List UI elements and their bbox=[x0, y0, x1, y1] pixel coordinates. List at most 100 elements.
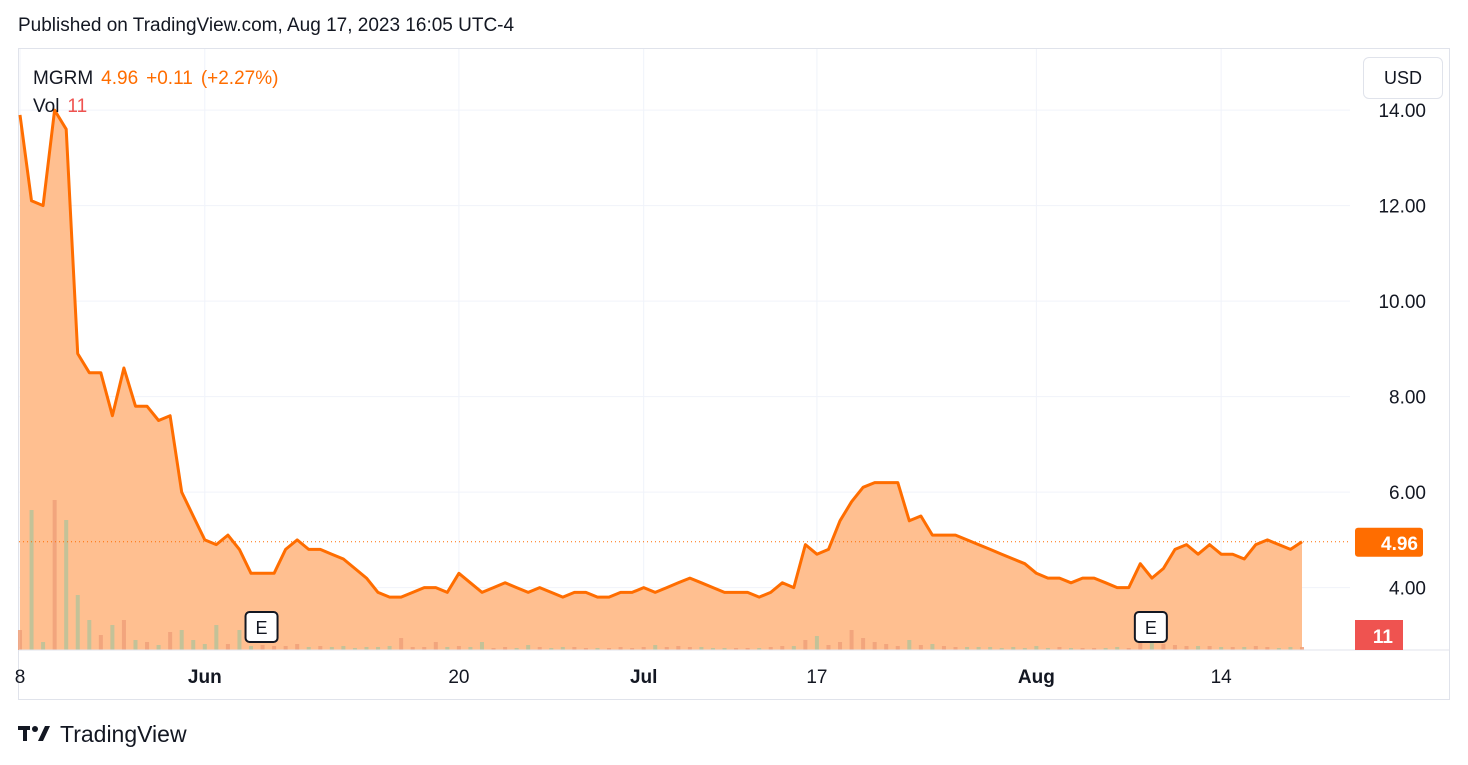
volume-bar bbox=[745, 648, 750, 650]
volume-bar bbox=[179, 630, 184, 650]
x-tick-label: Jul bbox=[630, 667, 657, 688]
volume-bar bbox=[110, 625, 115, 650]
volume-bar bbox=[814, 636, 819, 650]
volume-bar bbox=[607, 648, 612, 650]
last-price-badge bbox=[1355, 527, 1423, 557]
volume-bar bbox=[1045, 648, 1050, 650]
volume-bar bbox=[1080, 648, 1085, 650]
volume-bar bbox=[1253, 646, 1258, 650]
volume-bar bbox=[918, 645, 923, 650]
volume-bar bbox=[965, 647, 970, 650]
chart-frame[interactable] bbox=[18, 48, 1450, 700]
volume-bar bbox=[352, 648, 357, 650]
volume-bar bbox=[895, 646, 900, 650]
legend-change-pct: (+2.27%) bbox=[200, 68, 279, 89]
volume-bar bbox=[791, 646, 796, 650]
volume-bar bbox=[225, 644, 230, 650]
footer-brand-text: TradingView bbox=[60, 720, 187, 747]
volume-bar bbox=[1034, 646, 1039, 650]
footer-brand[interactable]: TradingView bbox=[18, 720, 187, 748]
x-tick-label: 17 bbox=[806, 667, 827, 688]
volume-bar bbox=[214, 625, 219, 650]
volume-bar bbox=[710, 648, 715, 650]
volume-bar bbox=[168, 632, 173, 650]
volume-bar bbox=[572, 647, 577, 650]
volume-bar bbox=[722, 648, 727, 650]
volume-bar bbox=[1022, 648, 1027, 650]
volume-bar bbox=[687, 647, 692, 650]
volume-bar bbox=[583, 648, 588, 650]
chart-legend: MGRM 4.96 +0.11 (+2.27%) Vol 11 bbox=[33, 65, 286, 121]
earnings-marker[interactable]: E bbox=[244, 611, 279, 643]
last-volume-badge bbox=[1355, 620, 1403, 650]
volume-bar bbox=[907, 640, 912, 650]
earnings-marker-box bbox=[244, 611, 279, 643]
volume-bar bbox=[618, 647, 623, 650]
volume-bar bbox=[884, 644, 889, 650]
volume-bar bbox=[1126, 648, 1131, 650]
volume-bar bbox=[838, 642, 843, 650]
volume-bar bbox=[17, 630, 23, 650]
volume-bar bbox=[1161, 644, 1166, 650]
volume-bar bbox=[1265, 647, 1270, 650]
volume-bar bbox=[653, 645, 658, 650]
volume-bar bbox=[503, 647, 508, 650]
volume-bar bbox=[780, 646, 785, 650]
earnings-marker[interactable]: E bbox=[1133, 611, 1168, 643]
volume-bar bbox=[1149, 640, 1154, 650]
volume-bar bbox=[399, 638, 404, 650]
volume-bar bbox=[676, 646, 681, 650]
volume-bar bbox=[1103, 648, 1108, 650]
volume-bar bbox=[861, 638, 866, 650]
volume-bar bbox=[64, 520, 69, 650]
volume-bar bbox=[941, 646, 946, 650]
volume-bar bbox=[306, 647, 311, 650]
volume-bar bbox=[757, 648, 762, 650]
volume-bar bbox=[283, 646, 288, 650]
y-tick-label: 12.00 bbox=[1378, 197, 1426, 218]
volume-bar bbox=[630, 648, 635, 650]
volume-bar bbox=[318, 646, 323, 650]
volume-bar bbox=[1092, 648, 1097, 650]
volume-bar bbox=[1115, 647, 1120, 650]
volume-bar bbox=[988, 647, 993, 650]
volume-bar bbox=[341, 646, 346, 650]
volume-bar bbox=[1276, 648, 1281, 650]
volume-bar bbox=[410, 647, 415, 650]
volume-bar bbox=[768, 647, 773, 650]
volume-bar bbox=[121, 620, 126, 650]
volume-bar bbox=[664, 647, 669, 650]
volume-bar bbox=[1184, 646, 1189, 650]
volume-bar bbox=[976, 647, 981, 650]
tradingview-logo-icon bbox=[18, 726, 50, 741]
volume-bar bbox=[98, 635, 103, 650]
volume-bar bbox=[468, 647, 473, 650]
volume-bar bbox=[872, 642, 877, 650]
volume-bar bbox=[329, 647, 334, 650]
legend-price: 4.96 bbox=[101, 68, 139, 89]
x-tick-label: 20 bbox=[448, 667, 469, 688]
earnings-marker-label: E bbox=[1145, 618, 1157, 638]
volume-bar bbox=[133, 640, 138, 650]
price-area bbox=[20, 110, 1302, 651]
volume-bar bbox=[549, 648, 554, 650]
volume-bar bbox=[1069, 648, 1074, 650]
legend-volume-row: Vol 11 bbox=[33, 93, 286, 121]
volume-bar bbox=[826, 645, 831, 650]
y-tick-label: 10.00 bbox=[1378, 292, 1426, 313]
x-tick-label: 14 bbox=[1211, 667, 1233, 688]
legend-vol-label[interactable]: Vol bbox=[33, 96, 60, 117]
volume-bar bbox=[52, 500, 57, 650]
legend-symbol[interactable]: MGRM bbox=[33, 68, 94, 89]
volume-bar bbox=[260, 645, 265, 650]
volume-bar bbox=[803, 640, 808, 650]
volume-bar bbox=[1242, 647, 1247, 650]
volume-bar bbox=[433, 642, 438, 650]
volume-bar bbox=[514, 648, 519, 650]
volume-bar bbox=[387, 646, 392, 650]
volume-bar bbox=[145, 642, 150, 650]
currency-button[interactable]: USD bbox=[1363, 57, 1443, 99]
earnings-marker-box bbox=[1133, 611, 1168, 643]
last-volume-badge-label: 11 bbox=[1373, 627, 1394, 648]
